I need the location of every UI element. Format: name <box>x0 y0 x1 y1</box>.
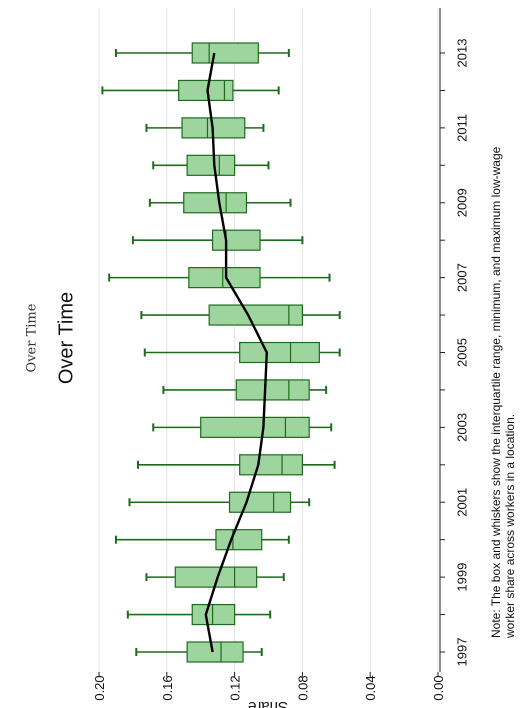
box-2003 <box>152 416 333 438</box>
box-iqr <box>228 491 292 513</box>
share-tick-label: 0.08 <box>295 675 310 700</box>
year-tick-label: 2007 <box>455 263 470 292</box>
share-tick-label: 0.00 <box>431 675 446 700</box>
box-iqr <box>200 416 310 438</box>
box-2006 <box>140 304 341 326</box>
share-tick-label: 0.04 <box>363 675 378 700</box>
year-tick-label: 2005 <box>455 338 470 367</box>
year-tick-label: 1999 <box>455 563 470 592</box>
box-series <box>101 42 341 663</box>
box-iqr <box>191 603 236 626</box>
year-tick-label: 2011 <box>455 114 470 142</box>
box-iqr <box>178 79 234 102</box>
box-2002 <box>136 454 336 476</box>
box-iqr <box>174 566 258 588</box>
box-2009 <box>148 192 292 214</box>
box-2010 <box>152 154 270 176</box>
axes: 0.00 0.04 0.08 0.12 0.16 0.20 Share 1997 1999 200… <box>92 8 470 708</box>
box-iqr <box>183 192 248 214</box>
box-2004 <box>162 379 328 401</box>
share-tick-label: 0.20 <box>92 675 107 700</box>
year-tick-label: 2003 <box>455 413 470 442</box>
box-1998 <box>126 603 272 626</box>
note-line-2: worker share across workers in a locatio… <box>503 413 517 638</box>
year-tick-label: 1997 <box>455 638 470 667</box>
box-iqr <box>215 529 263 551</box>
box-iqr <box>188 267 261 289</box>
share-axis-title: Share <box>248 698 288 708</box>
year-tick-label: 2013 <box>455 39 470 68</box>
box-iqr <box>239 341 320 364</box>
chart-note: Note: The box and whiskers show the inte… <box>489 18 517 638</box>
box-2005 <box>143 341 341 364</box>
box-iqr <box>186 154 236 176</box>
box-2011 <box>145 117 265 139</box>
box-2000 <box>114 529 290 551</box>
mean-line-series <box>204 52 268 653</box>
box-iqr <box>208 304 304 326</box>
year-tick-label: 2001 <box>455 488 470 517</box>
note-line-1: Note: The box and whiskers show the inte… <box>489 146 503 638</box>
box-iqr <box>239 454 303 476</box>
share-tick-label: 0.16 <box>160 675 175 700</box>
box-2012 <box>101 79 280 102</box>
grid-lines <box>98 8 439 672</box>
box-2013 <box>114 42 290 64</box>
box-1997 <box>135 641 263 663</box>
box-2008 <box>131 229 304 251</box>
year-tick-label: 2009 <box>455 188 470 217</box>
box-iqr <box>211 229 261 251</box>
box-1999 <box>145 566 285 588</box>
box-2007 <box>108 267 331 289</box>
share-tick-label: 0.12 <box>228 675 243 700</box>
box-iqr <box>235 379 310 401</box>
box-iqr <box>186 641 244 663</box>
box-iqr <box>191 42 259 64</box>
box-2001 <box>128 491 311 513</box>
